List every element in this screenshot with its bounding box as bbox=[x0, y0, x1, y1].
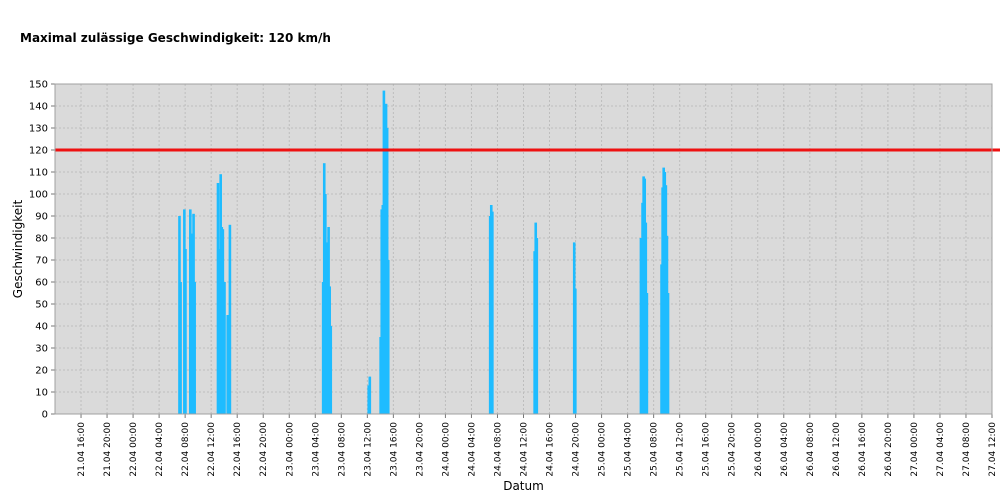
y-tick-label: 140 bbox=[29, 102, 48, 113]
x-tick-label: 25.04 12:00 bbox=[676, 422, 686, 477]
x-tick-label: 24.04 16:00 bbox=[546, 422, 556, 477]
speed-bar bbox=[179, 282, 182, 414]
x-tick-label: 22.04 16:00 bbox=[233, 422, 243, 477]
y-tick-label: 80 bbox=[35, 234, 48, 245]
speed-bar bbox=[574, 288, 577, 414]
y-tick-label: 100 bbox=[29, 190, 48, 201]
speed-bar bbox=[221, 229, 225, 414]
speed-bar bbox=[386, 260, 390, 414]
y-tick-label: 150 bbox=[29, 80, 48, 91]
x-tick-label: 25.04 16:00 bbox=[702, 422, 712, 477]
y-axis-label: Geschwindigkeit bbox=[11, 200, 25, 299]
x-tick-label: 27.04 04:00 bbox=[936, 422, 946, 477]
speed-bar bbox=[491, 211, 494, 414]
y-tick-label: 90 bbox=[35, 212, 48, 223]
x-tick-label: 23.04 04:00 bbox=[311, 422, 321, 477]
x-tick-label: 27.04 12:00 bbox=[988, 422, 998, 477]
y-tick-label: 130 bbox=[29, 124, 48, 135]
x-tick-label: 27.04 08:00 bbox=[962, 422, 972, 477]
plot-border bbox=[54, 83, 993, 415]
x-tick-label: 26.04 20:00 bbox=[884, 422, 894, 477]
x-tick-label: 27.04 00:00 bbox=[910, 422, 920, 477]
x-tick-label: 26.04 16:00 bbox=[858, 422, 868, 477]
speed-bar bbox=[226, 315, 230, 414]
x-tick-label: 23.04 12:00 bbox=[363, 422, 373, 477]
y-tick-label: 40 bbox=[35, 322, 48, 333]
speed-bar bbox=[535, 238, 539, 414]
y-tick-label: 50 bbox=[35, 300, 48, 311]
x-tick-label: 24.04 04:00 bbox=[467, 422, 477, 477]
x-tick-label: 21.04 20:00 bbox=[103, 422, 113, 477]
x-axis-label: Datum bbox=[503, 479, 544, 493]
y-tick-label: 120 bbox=[29, 146, 48, 157]
speed-bar bbox=[193, 282, 196, 414]
speed-bar bbox=[228, 224, 232, 414]
y-tick-label: 20 bbox=[35, 366, 48, 377]
speed-bar bbox=[368, 376, 372, 414]
x-tick-label: 22.04 04:00 bbox=[155, 422, 165, 477]
y-tick-label: 10 bbox=[35, 388, 48, 399]
speed-bar bbox=[329, 326, 333, 414]
x-tick-label: 25.04 00:00 bbox=[598, 422, 608, 477]
x-tick-label: 24.04 00:00 bbox=[441, 422, 451, 477]
x-tick-label: 24.04 08:00 bbox=[493, 422, 503, 477]
speed-bar bbox=[217, 249, 221, 414]
x-tick-label: 22.04 12:00 bbox=[207, 422, 217, 477]
x-tick-label: 23.04 16:00 bbox=[389, 422, 399, 477]
x-tick-label: 22.04 00:00 bbox=[129, 422, 139, 477]
speed-bar bbox=[184, 249, 187, 414]
speed-bar bbox=[223, 282, 226, 414]
gridlines bbox=[55, 83, 993, 414]
speed-bars bbox=[178, 90, 670, 415]
x-ticks: 21.04 16:00 21.04 20:00 22.04 00:00 22.04 0… bbox=[77, 414, 998, 477]
chart-title: Maximal zulässige Geschwindigkeit: 120 k… bbox=[20, 31, 331, 45]
y-tick-label: 110 bbox=[29, 168, 48, 179]
x-tick-label: 24.04 20:00 bbox=[572, 422, 582, 477]
x-tick-label: 23.04 00:00 bbox=[285, 422, 295, 477]
y-tick-label: 0 bbox=[42, 410, 48, 421]
speed-bar bbox=[325, 242, 329, 414]
speed-bar bbox=[645, 293, 649, 414]
y-tick-label: 60 bbox=[35, 278, 48, 289]
y-tick-label: 70 bbox=[35, 256, 48, 267]
x-tick-label: 23.04 08:00 bbox=[337, 422, 347, 477]
x-tick-label: 24.04 12:00 bbox=[520, 422, 530, 477]
speed-bar bbox=[639, 238, 643, 414]
x-tick-label: 25.04 08:00 bbox=[650, 422, 660, 477]
x-tick-label: 26.04 08:00 bbox=[806, 422, 816, 477]
x-tick-label: 25.04 20:00 bbox=[728, 422, 738, 477]
x-tick-label: 23.04 20:00 bbox=[415, 422, 425, 477]
x-tick-label: 22.04 08:00 bbox=[181, 422, 191, 477]
x-tick-label: 25.04 04:00 bbox=[624, 422, 634, 477]
y-tick-label: 30 bbox=[35, 344, 48, 355]
x-tick-label: 26.04 12:00 bbox=[832, 422, 842, 477]
speed-bar bbox=[190, 233, 194, 414]
x-tick-label: 22.04 20:00 bbox=[259, 422, 269, 477]
speed-bar bbox=[666, 293, 670, 414]
speed-bar bbox=[189, 209, 192, 414]
speed-bar bbox=[324, 194, 327, 414]
x-tick-label: 21.04 16:00 bbox=[77, 422, 87, 477]
x-tick-label: 26.04 00:00 bbox=[754, 422, 764, 477]
x-tick-label: 26.04 04:00 bbox=[780, 422, 790, 477]
y-ticks: 0 10 20 30 40 50 60 70 80 90 100 110 120 130 140 150 bbox=[29, 80, 55, 421]
